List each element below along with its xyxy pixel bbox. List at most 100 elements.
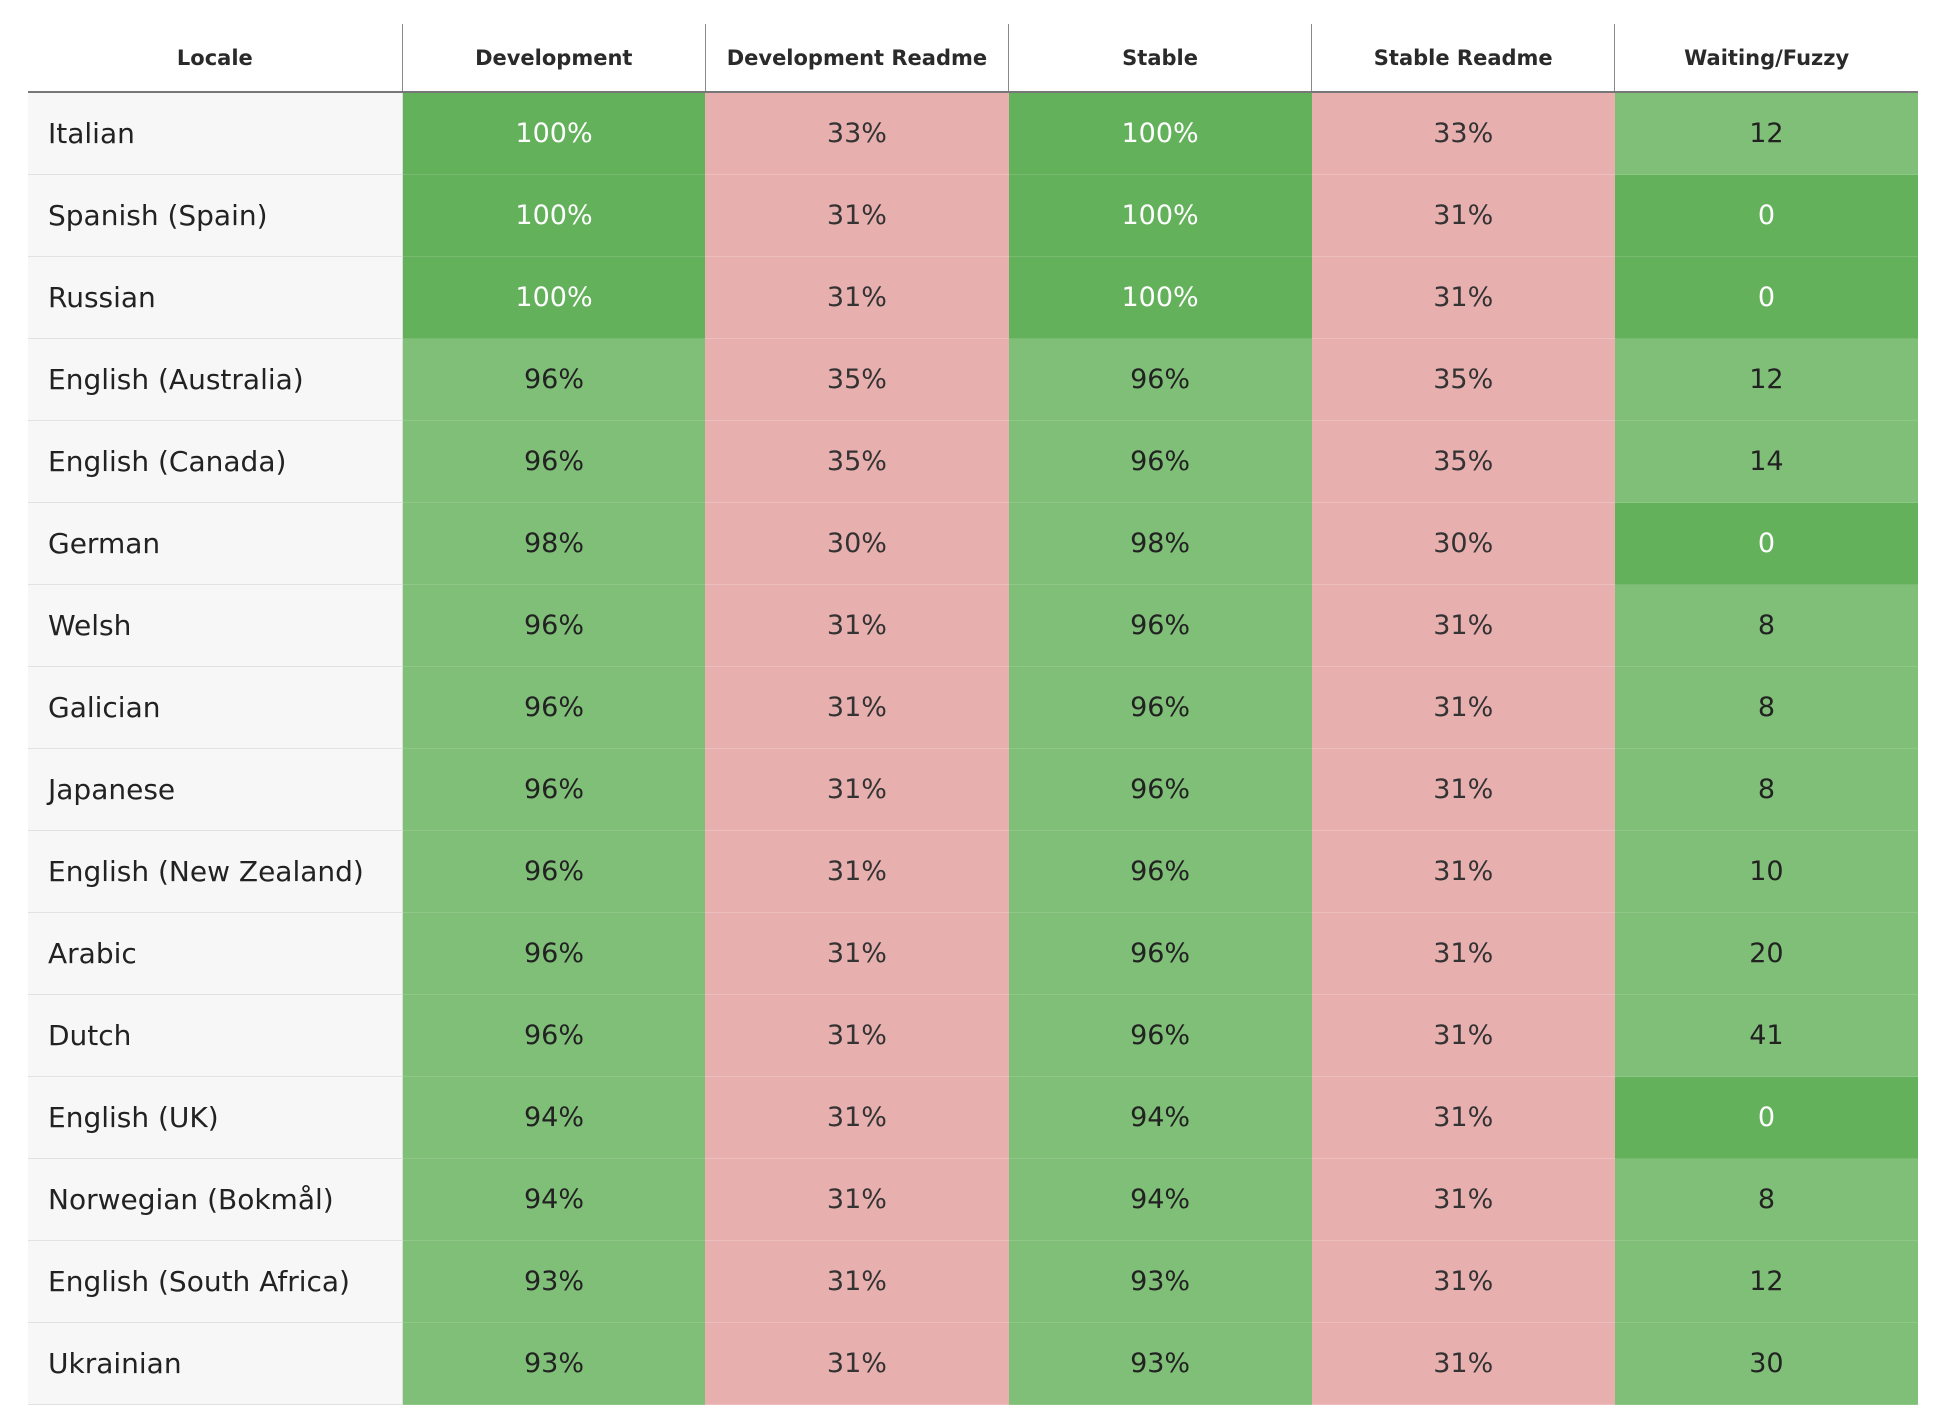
stable-readme-cell: 31%: [1311, 994, 1615, 1077]
development-cell: 98%: [402, 502, 706, 585]
development-cell: 93%: [402, 1240, 706, 1323]
stable-readme-cell: 31%: [1311, 666, 1615, 749]
table-row: English (South Africa) 93% 31% 93% 31% 12: [28, 1240, 1918, 1323]
table-row: Welsh 96% 31% 96% 31% 8: [28, 584, 1918, 667]
table-row: Japanese 96% 31% 96% 31% 8: [28, 748, 1918, 831]
stable-cell: 96%: [1008, 994, 1312, 1077]
waiting-fuzzy-cell: 8: [1614, 1158, 1918, 1241]
development-readme-cell: 31%: [705, 1158, 1009, 1241]
stable-cell: 96%: [1008, 912, 1312, 995]
stable-readme-cell: 31%: [1311, 912, 1615, 995]
locale-cell: Arabic: [28, 912, 403, 995]
stable-readme-cell: 31%: [1311, 1076, 1615, 1159]
development-readme-cell: 31%: [705, 912, 1009, 995]
waiting-fuzzy-cell: 41: [1614, 994, 1918, 1077]
development-readme-cell: 35%: [705, 420, 1009, 503]
development-readme-cell: 31%: [705, 1076, 1009, 1159]
table-row: English (Canada) 96% 35% 96% 35% 14: [28, 420, 1918, 503]
stable-readme-cell: 30%: [1311, 502, 1615, 585]
waiting-fuzzy-cell: 0: [1614, 174, 1918, 257]
locale-cell: Russian: [28, 256, 403, 339]
stable-cell: 100%: [1008, 92, 1312, 175]
development-cell: 93%: [402, 1322, 706, 1405]
stable-cell: 96%: [1008, 666, 1312, 749]
waiting-fuzzy-cell: 8: [1614, 584, 1918, 667]
header-stable-readme: Stable Readme: [1311, 24, 1615, 93]
header-waiting-fuzzy: Waiting/Fuzzy: [1614, 24, 1918, 93]
development-readme-cell: 31%: [705, 994, 1009, 1077]
locale-cell: German: [28, 502, 403, 585]
waiting-fuzzy-cell: 12: [1614, 1240, 1918, 1323]
table-row: Ukrainian 93% 31% 93% 31% 30: [28, 1322, 1918, 1405]
waiting-fuzzy-cell: 14: [1614, 420, 1918, 503]
header-locale: Locale: [28, 24, 403, 93]
development-cell: 96%: [402, 994, 706, 1077]
development-cell: 94%: [402, 1158, 706, 1241]
development-readme-cell: 31%: [705, 748, 1009, 831]
stable-readme-cell: 31%: [1311, 1158, 1615, 1241]
table-row: Arabic 96% 31% 96% 31% 20: [28, 912, 1918, 995]
stable-readme-cell: 31%: [1311, 174, 1615, 257]
table-row: Galician 96% 31% 96% 31% 8: [28, 666, 1918, 749]
translation-status-table: Locale Development Development Readme St…: [28, 24, 1918, 1405]
waiting-fuzzy-cell: 0: [1614, 1076, 1918, 1159]
table-row: German 98% 30% 98% 30% 0: [28, 502, 1918, 585]
development-cell: 96%: [402, 666, 706, 749]
stable-readme-cell: 35%: [1311, 420, 1615, 503]
locale-cell: Norwegian (Bokmål): [28, 1158, 403, 1241]
table-row: English (Australia) 96% 35% 96% 35% 12: [28, 338, 1918, 421]
stable-cell: 94%: [1008, 1158, 1312, 1241]
locale-cell: English (Australia): [28, 338, 403, 421]
stable-readme-cell: 31%: [1311, 1322, 1615, 1405]
development-cell: 96%: [402, 748, 706, 831]
stable-cell: 98%: [1008, 502, 1312, 585]
waiting-fuzzy-cell: 0: [1614, 256, 1918, 339]
locale-cell: English (New Zealand): [28, 830, 403, 913]
table-row: English (New Zealand) 96% 31% 96% 31% 10: [28, 830, 1918, 913]
waiting-fuzzy-cell: 30: [1614, 1322, 1918, 1405]
locale-cell: Italian: [28, 92, 403, 175]
development-cell: 96%: [402, 338, 706, 421]
development-cell: 100%: [402, 174, 706, 257]
table-row: Dutch 96% 31% 96% 31% 41: [28, 994, 1918, 1077]
table-row: Spanish (Spain) 100% 31% 100% 31% 0: [28, 174, 1918, 257]
development-cell: 100%: [402, 256, 706, 339]
header-stable: Stable: [1007, 24, 1312, 93]
stable-cell: 96%: [1008, 338, 1312, 421]
locale-cell: Spanish (Spain): [28, 174, 403, 257]
development-cell: 100%: [402, 92, 706, 175]
development-cell: 94%: [402, 1076, 706, 1159]
stable-cell: 96%: [1008, 420, 1312, 503]
development-readme-cell: 31%: [705, 1240, 1009, 1323]
table-row: Russian 100% 31% 100% 31% 0: [28, 256, 1918, 339]
stable-readme-cell: 31%: [1311, 830, 1615, 913]
waiting-fuzzy-cell: 12: [1614, 338, 1918, 421]
waiting-fuzzy-cell: 8: [1614, 666, 1918, 749]
development-readme-cell: 30%: [705, 502, 1009, 585]
table-row: Italian 100% 33% 100% 33% 12: [28, 92, 1918, 175]
header-development: Development: [401, 24, 706, 93]
stable-cell: 96%: [1008, 830, 1312, 913]
translation-status-table-container: Locale Development Development Readme St…: [28, 24, 1918, 1405]
locale-cell: English (Canada): [28, 420, 403, 503]
stable-readme-cell: 35%: [1311, 338, 1615, 421]
table-body: Italian 100% 33% 100% 33% 12 Spanish (Spain) 10…: [28, 92, 1918, 1405]
table-row: English (UK) 94% 31% 94% 31% 0: [28, 1076, 1918, 1159]
waiting-fuzzy-cell: 12: [1614, 92, 1918, 175]
locale-cell: Dutch: [28, 994, 403, 1077]
stable-cell: 96%: [1008, 748, 1312, 831]
development-readme-cell: 35%: [705, 338, 1009, 421]
development-readme-cell: 33%: [705, 92, 1009, 175]
development-cell: 96%: [402, 584, 706, 667]
development-readme-cell: 31%: [705, 1322, 1009, 1405]
locale-cell: Welsh: [28, 584, 403, 667]
locale-cell: Galician: [28, 666, 403, 749]
development-readme-cell: 31%: [705, 256, 1009, 339]
development-readme-cell: 31%: [705, 830, 1009, 913]
header-development-readme: Development Readme: [704, 24, 1009, 93]
waiting-fuzzy-cell: 10: [1614, 830, 1918, 913]
waiting-fuzzy-cell: 0: [1614, 502, 1918, 585]
development-cell: 96%: [402, 420, 706, 503]
stable-cell: 96%: [1008, 584, 1312, 667]
stable-cell: 100%: [1008, 174, 1312, 257]
